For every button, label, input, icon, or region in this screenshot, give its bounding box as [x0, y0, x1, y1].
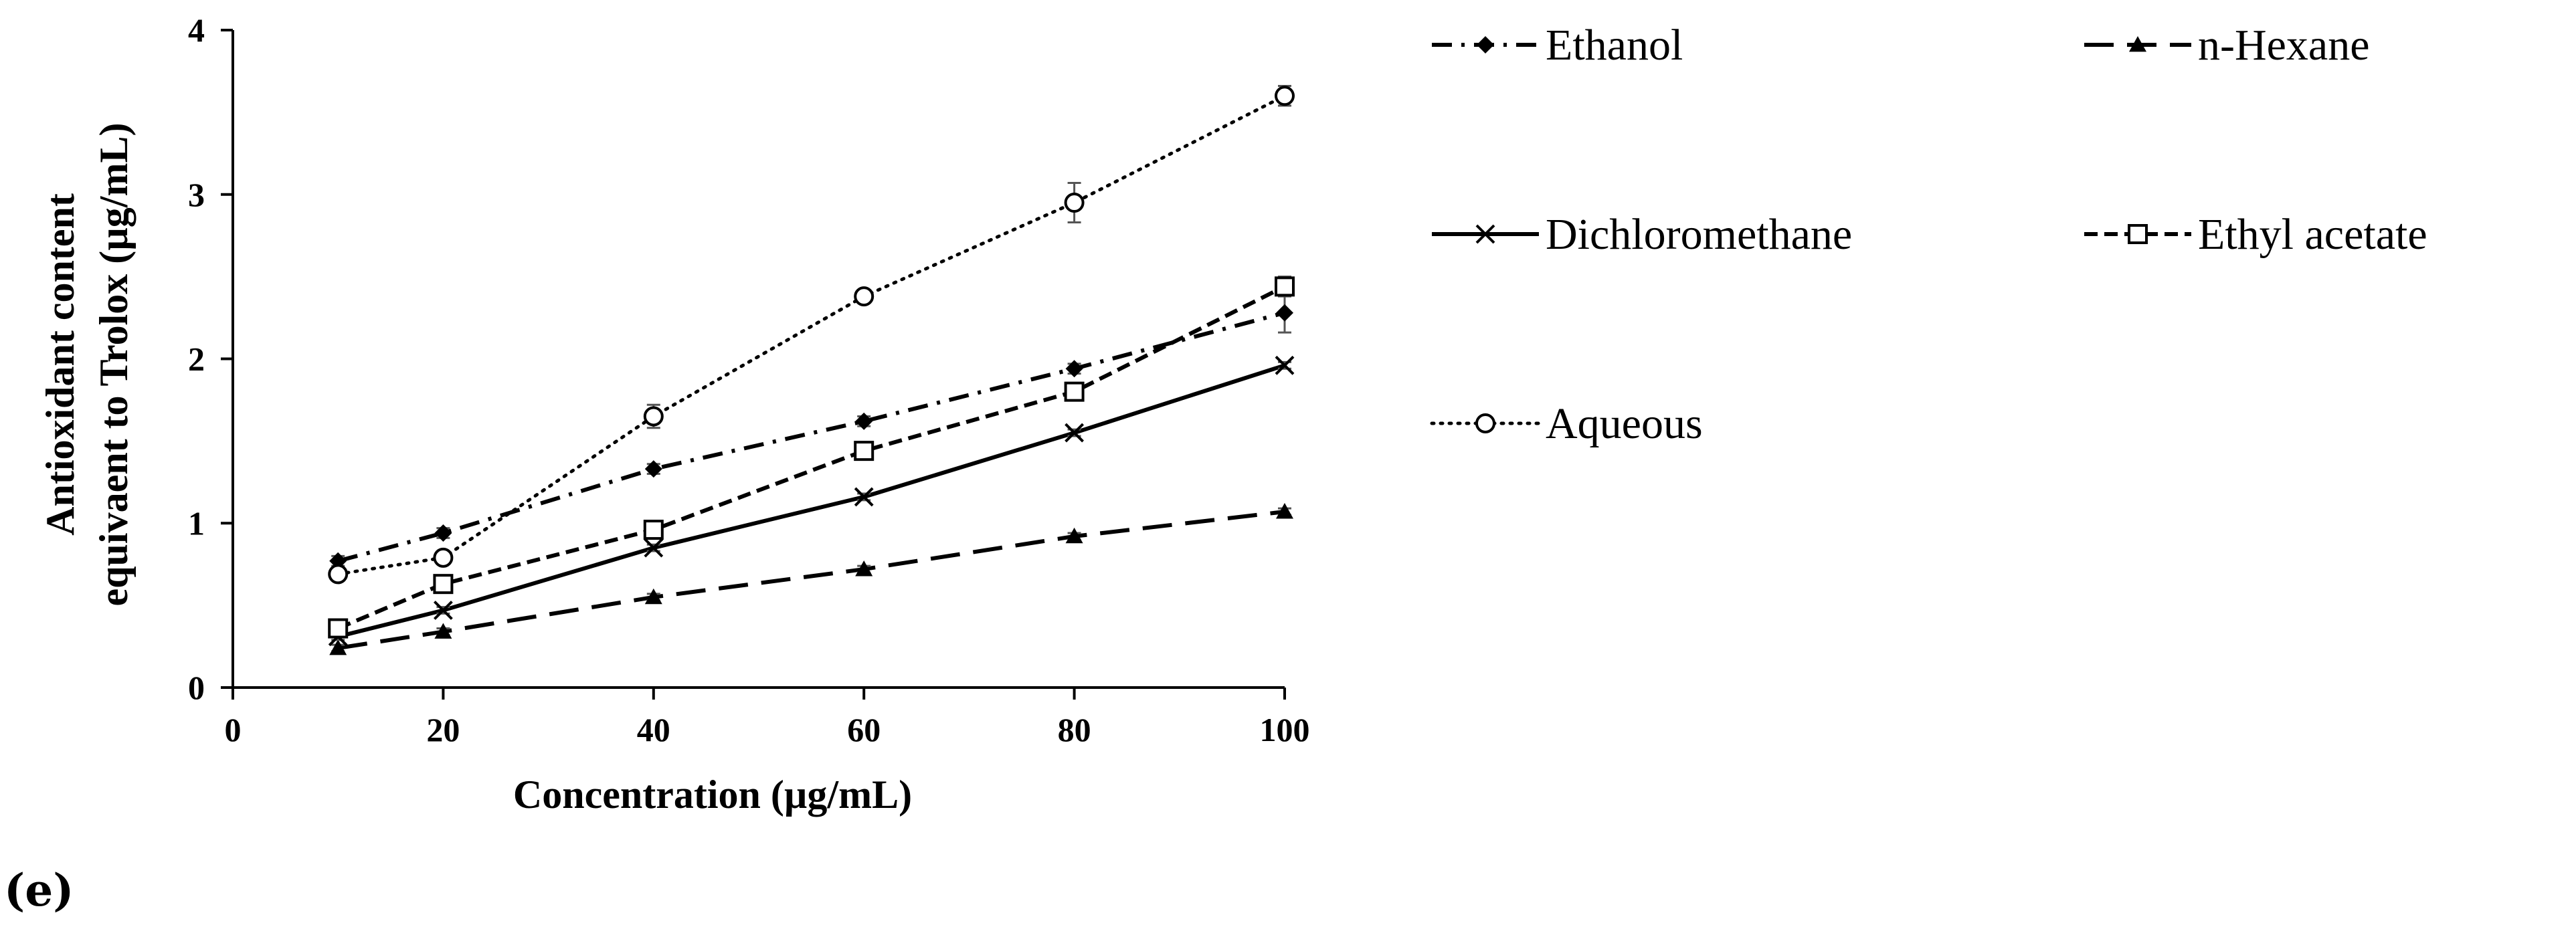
data-point-aqueous — [1064, 193, 1085, 213]
legend-label: n-Hexane — [2198, 21, 2370, 70]
data-point-ethanol — [434, 524, 452, 542]
legend-swatch-marker — [1477, 36, 1494, 54]
legend-swatch-marker — [2129, 36, 2146, 52]
series-aqueous — [328, 85, 1295, 585]
legend-label: Ethyl acetate — [2198, 210, 2427, 259]
data-point-dichloromethane — [644, 538, 664, 558]
legend-label: Aqueous — [1546, 399, 1703, 448]
data-point-n-hexane — [434, 623, 452, 639]
data-point-dichloromethane — [1065, 423, 1085, 443]
y-tick-label: 2 — [188, 340, 205, 378]
legend-swatch-marker — [2128, 224, 2148, 244]
data-point-dichloromethane — [854, 487, 874, 507]
x-tick-label: 20 — [426, 711, 460, 748]
data-point-dichloromethane — [1275, 355, 1295, 375]
panel-label: (e) — [4, 864, 74, 916]
series-ethyl-acetate — [328, 276, 1295, 639]
data-point-n-hexane — [1065, 527, 1083, 544]
data-point-ethyl-acetate — [328, 618, 349, 639]
data-point-aqueous — [328, 564, 349, 585]
series-line-ethanol — [337, 310, 1285, 563]
data-point-aqueous — [433, 547, 454, 568]
data-point-n-hexane — [1276, 503, 1293, 519]
data-point-aqueous — [854, 286, 875, 307]
chart-series-layer — [328, 85, 1295, 655]
data-point-n-hexane — [644, 588, 662, 605]
series-n-hexane — [329, 503, 1293, 655]
y-tick-label: 4 — [188, 11, 205, 49]
data-point-ethyl-acetate — [433, 574, 454, 595]
data-point-ethanol — [1276, 304, 1293, 322]
x-axis-title: Concentration (µg/mL) — [513, 772, 912, 817]
data-point-aqueous — [1275, 86, 1295, 106]
y-axis-title-line-2: equivaent to Trolox (µg/mL) — [92, 123, 136, 607]
y-tick-label: 0 — [188, 669, 205, 706]
legend-item-ethyl-acetate: Ethyl acetate — [2084, 210, 2427, 259]
data-point-ethanol — [644, 460, 662, 478]
legend-label: Dichloromethane — [1546, 210, 1852, 259]
y-tick-label: 3 — [188, 176, 205, 213]
series-line-n-hexane — [337, 510, 1285, 650]
data-point-n-hexane — [329, 639, 347, 655]
legend-swatch-marker — [1475, 224, 1495, 244]
series-dichloromethane — [328, 355, 1295, 647]
data-point-ethanol — [855, 412, 873, 430]
chart-axes — [221, 29, 1286, 700]
data-point-ethanol — [1065, 360, 1083, 378]
x-tick-label: 0 — [225, 711, 242, 748]
series-line-dichloromethane — [337, 363, 1285, 639]
chart-axis-titles: Concentration (µg/mL) Antioxidant conten… — [38, 123, 912, 817]
legend-item-ethanol: Ethanol — [1432, 21, 1683, 70]
x-tick-label: 100 — [1260, 711, 1310, 748]
x-tick-label: 40 — [637, 711, 670, 748]
series-line-ethyl-acetate — [337, 284, 1286, 631]
x-tick-label: 60 — [847, 711, 881, 748]
data-point-ethyl-acetate — [1275, 276, 1295, 297]
data-point-dichloromethane — [433, 601, 453, 620]
y-tick-label: 1 — [188, 504, 205, 542]
y-axis-title-line-1: Antioxidant content — [38, 193, 82, 536]
x-tick-label: 80 — [1058, 711, 1091, 748]
legend-item-n-hexane: n-Hexane — [2084, 21, 2370, 70]
data-point-aqueous — [643, 406, 664, 427]
legend-swatch-marker — [1475, 413, 1495, 433]
data-point-ethyl-acetate — [1064, 381, 1085, 402]
legend: Ethanol n-Hexane Dichloromethane Ethyl acet… — [1430, 21, 2427, 448]
data-point-ethyl-acetate — [854, 441, 875, 461]
legend-label: Ethanol — [1546, 21, 1683, 70]
legend-item-aqueous: Aqueous — [1430, 399, 1703, 448]
data-point-ethyl-acetate — [643, 520, 664, 540]
series-line-aqueous — [336, 94, 1287, 576]
data-point-n-hexane — [855, 560, 873, 577]
legend-item-dichloromethane: Dichloromethane — [1432, 210, 1852, 259]
